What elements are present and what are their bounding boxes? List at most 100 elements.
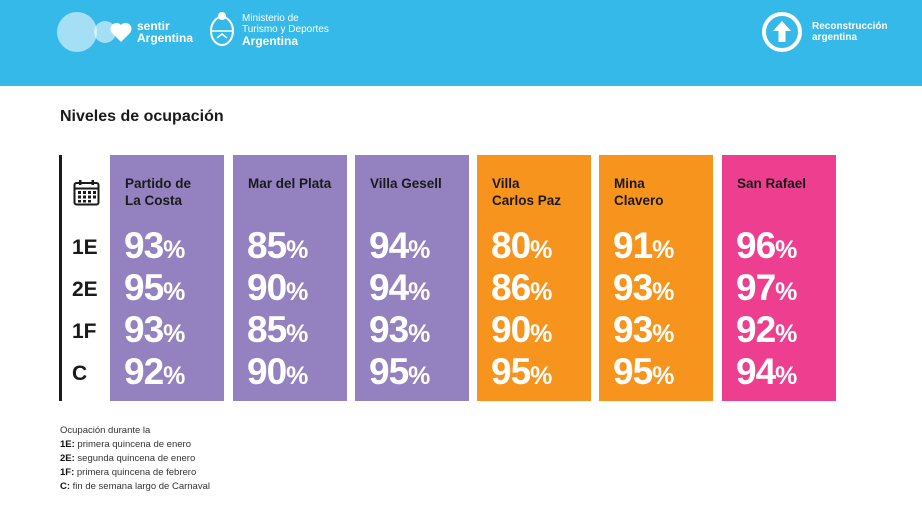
occupancy-value: 92%	[736, 311, 797, 353]
occupancy-value: 95%	[491, 353, 552, 395]
ministerio-line-3: Argentina	[242, 33, 299, 48]
occupancy-number: 86	[491, 267, 531, 308]
occupancy-number: 93	[124, 309, 164, 350]
occupancy-value: 90%	[491, 311, 552, 353]
heart-icon	[110, 22, 132, 42]
occupancy-number: 96	[736, 225, 776, 266]
occupancy-value: 85%	[247, 311, 308, 353]
occupancy-value: 95%	[613, 353, 674, 395]
occupancy-value: 94%	[369, 269, 430, 311]
destination-card: Partido de La Costa 93% 95% 93% 92%	[110, 155, 224, 401]
ministerio-logo: Ministerio de Turismo y Deportes Argenti…	[208, 10, 329, 50]
percent-sign: %	[163, 236, 186, 264]
destination-name: Villa Carlos Paz	[492, 176, 562, 208]
occupancy-number: 97	[736, 267, 776, 308]
occupancy-number: 90	[247, 351, 287, 392]
occupancy-number: 80	[491, 225, 531, 266]
destination-name: Mar del Plata	[248, 176, 332, 191]
occupancy-number: 94	[369, 267, 409, 308]
percent-sign: %	[652, 278, 675, 306]
percent-sign: %	[286, 320, 309, 348]
occupancy-value: 93%	[613, 269, 674, 311]
occupancy-value: 90%	[247, 353, 308, 395]
destination-name: Partido de La Costa	[125, 176, 192, 208]
occupancy-value: 92%	[124, 353, 185, 395]
percent-sign: %	[408, 236, 431, 264]
occupancy-value: 95%	[124, 269, 185, 311]
occupancy-number: 91	[613, 225, 653, 266]
ministerio-line-2: Turismo y Deportes	[242, 23, 329, 35]
occupancy-number: 85	[247, 309, 287, 350]
occupancy-value: 93%	[124, 227, 185, 269]
destination-card: Villa Carlos Paz 80% 86% 90% 95%	[477, 155, 591, 401]
footnote-item-2e: 2E: segunda quincena de enero	[60, 453, 196, 464]
occupancy-number: 93	[124, 225, 164, 266]
occupancy-number: 90	[247, 267, 287, 308]
sentir-argentina-logo: sentir Argentina	[57, 12, 193, 52]
occupancy-value: 93%	[124, 311, 185, 353]
sentir-line-2: Argentina	[137, 31, 194, 45]
destination-name: San Rafael	[737, 176, 807, 191]
occupancy-number: 94	[736, 351, 776, 392]
occupancy-value: 91%	[613, 227, 674, 269]
footnote-item-c: C: fin de semana largo de Carnaval	[60, 481, 210, 492]
footnote: Ocupación durante la 1E: primera quincen…	[60, 424, 210, 494]
row-label-2e: 2E	[72, 278, 98, 301]
occupancy-value: 90%	[247, 269, 308, 311]
occupancy-value: 96%	[736, 227, 797, 269]
percent-sign: %	[530, 278, 553, 306]
occupancy-number: 93	[613, 267, 653, 308]
occupancy-value: 80%	[491, 227, 552, 269]
occupancy-value: 97%	[736, 269, 797, 311]
percent-sign: %	[408, 278, 431, 306]
arrow-up-circle-icon	[762, 12, 802, 52]
occupancy-value: 94%	[736, 353, 797, 395]
occupancy-value: 86%	[491, 269, 552, 311]
percent-sign: %	[286, 278, 309, 306]
left-divider	[59, 155, 62, 401]
destination-card: Mar del Plata 85% 90% 85% 90%	[233, 155, 347, 401]
row-label-1e: 1E	[72, 236, 98, 259]
occupancy-value: 95%	[369, 353, 430, 395]
footnote-intro: Ocupación durante la	[60, 425, 151, 436]
percent-sign: %	[163, 278, 186, 306]
destination-card: San Rafael 96% 97% 92% 94%	[722, 155, 836, 401]
occupancy-number: 92	[124, 351, 164, 392]
destination-card: Mina Clavero 91% 93% 93% 95%	[599, 155, 713, 401]
calendar-icon	[73, 180, 100, 206]
footnote-item-1f: 1F: primera quincena de febrero	[60, 467, 197, 478]
occupancy-number: 95	[369, 351, 409, 392]
occupancy-number: 95	[613, 351, 653, 392]
percent-sign: %	[286, 362, 309, 390]
percent-sign: %	[163, 362, 186, 390]
occupancy-number: 92	[736, 309, 776, 350]
occupancy-number: 85	[247, 225, 287, 266]
percent-sign: %	[163, 320, 186, 348]
row-label-c: C	[72, 362, 88, 385]
occupancy-number: 93	[613, 309, 653, 350]
reconstruccion-logo: Reconstrucción argentina	[762, 12, 888, 52]
percent-sign: %	[775, 236, 798, 264]
percent-sign: %	[775, 362, 798, 390]
row-label-1f: 1F	[72, 320, 97, 343]
percent-sign: %	[652, 362, 675, 390]
sentir-line-1: sentir	[137, 19, 170, 33]
percent-sign: %	[652, 236, 675, 264]
percent-sign: %	[530, 320, 553, 348]
occupancy-value: 93%	[369, 311, 430, 353]
percent-sign: %	[408, 320, 431, 348]
percent-sign: %	[775, 320, 798, 348]
reconstruccion-line-2: argentina	[812, 32, 858, 43]
page-title: Niveles de ocupación	[60, 108, 224, 125]
occupancy-value: 85%	[247, 227, 308, 269]
percent-sign: %	[530, 362, 553, 390]
occupancy-number: 95	[491, 351, 531, 392]
percent-sign: %	[286, 236, 309, 264]
occupancy-number: 95	[124, 267, 164, 308]
reconstruccion-line-1: Reconstrucción	[812, 21, 888, 32]
occupancy-number: 90	[491, 309, 531, 350]
percent-sign: %	[530, 236, 553, 264]
percent-sign: %	[775, 278, 798, 306]
destination-card: Villa Gesell 94% 94% 93% 95%	[355, 155, 469, 401]
percent-sign: %	[408, 362, 431, 390]
